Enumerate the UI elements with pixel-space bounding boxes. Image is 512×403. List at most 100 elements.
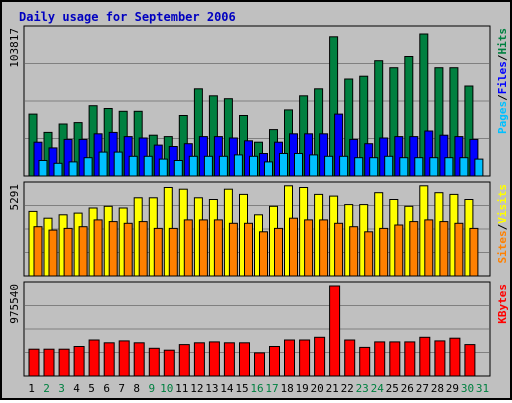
bar-pages [249, 155, 258, 177]
chart-title: Daily usage for September 2006 [19, 10, 236, 24]
bar-sites [48, 229, 58, 277]
x-tick-label: 14 [220, 382, 234, 395]
bar-pages [53, 162, 63, 177]
legend-separator: / [496, 223, 509, 230]
bar-sites [364, 231, 374, 277]
bar-pages [324, 155, 334, 177]
legend-pages: Pages [496, 101, 509, 134]
bar-files [439, 134, 449, 177]
bar-kbytes [43, 348, 55, 377]
bar-sites [319, 219, 329, 277]
bar-sites [153, 227, 163, 277]
bar-kbytes [374, 341, 386, 377]
x-tick-label: 23 [356, 382, 369, 395]
bar-files [334, 113, 344, 177]
x-tick-label: 7 [118, 382, 125, 395]
legend-hits: Hits [496, 28, 509, 55]
bar-hits [374, 60, 384, 177]
bar-files [394, 136, 404, 177]
bar-sites [213, 219, 223, 277]
bar-files [319, 133, 329, 177]
bar-kbytes [314, 336, 326, 377]
bar-sites [259, 231, 268, 277]
bar-sites [394, 224, 404, 277]
bar-sites [379, 227, 389, 277]
bar-hits [419, 33, 429, 177]
bar-hits [404, 56, 414, 177]
x-tick-label: 3 [58, 382, 65, 395]
x-tick-label: 1 [28, 382, 35, 395]
bar-sites [289, 217, 298, 277]
bar-sites [469, 227, 479, 277]
x-tick-label: 26 [401, 382, 414, 395]
bar-pages [173, 160, 183, 177]
x-tick-label: 28 [431, 382, 444, 395]
bar-kbytes [329, 285, 341, 377]
bar-pages [38, 160, 48, 177]
bar-pages [128, 155, 138, 177]
bar-kbytes [208, 341, 220, 377]
bar-pages [218, 155, 228, 177]
bar-pages [339, 155, 349, 177]
bar-pages [399, 157, 409, 177]
legend-sites: Sites [496, 230, 509, 263]
legend-separator: / [496, 94, 509, 101]
bar-sites [108, 221, 118, 277]
daily-usage-chart: Daily usage for September 2006 103817 Pag… [8, 10, 509, 395]
bar-pages [143, 155, 153, 177]
bar-kbytes [73, 346, 85, 377]
bar-sites [244, 222, 253, 277]
bar-kbytes [299, 339, 311, 377]
bar-kbytes [344, 339, 356, 377]
bar-sites [78, 226, 88, 277]
bar-files [48, 147, 58, 177]
bar-hits [208, 95, 218, 177]
bar-files [424, 130, 434, 177]
panel-kbytes: 975540 KBytes [8, 281, 509, 377]
bar-kbytes [28, 348, 40, 377]
bar-sites [198, 219, 208, 277]
bar-sites [334, 222, 344, 277]
bar-hits [344, 78, 354, 177]
bar-hits [449, 67, 459, 177]
x-tick-label: 12 [190, 382, 203, 395]
x-tick-label: 24 [371, 382, 385, 395]
max-value-label: 103817 [8, 28, 21, 68]
max-value-label: 975540 [8, 284, 21, 324]
x-tick-label: 10 [160, 382, 173, 395]
bar-pages [98, 151, 108, 177]
bar-pages [68, 161, 78, 177]
x-tick-label: 21 [326, 382, 339, 395]
bar-pages [233, 154, 243, 177]
bar-sites [138, 221, 148, 277]
x-tick-label: 4 [73, 382, 80, 395]
bar-kbytes [163, 349, 175, 377]
bar-hits [223, 98, 233, 177]
bar-pages [354, 157, 364, 177]
bar-kbytes [404, 341, 416, 377]
bar-pages [83, 157, 93, 177]
bar-hits [329, 36, 339, 177]
bar-hits [434, 67, 444, 177]
bar-sites [63, 227, 73, 277]
bar-kbytes [419, 336, 431, 377]
x-tick-label: 30 [461, 382, 474, 395]
x-tick-label: 22 [341, 382, 354, 395]
x-tick-label: 18 [280, 382, 293, 395]
bar-pages [158, 158, 168, 177]
bar-kbytes [223, 342, 235, 377]
bar-kbytes [389, 341, 401, 377]
bar-kbytes [239, 342, 250, 377]
x-tick-label: 16 [250, 382, 263, 395]
x-tick-label: 6 [103, 382, 110, 395]
bar-kbytes [133, 342, 145, 377]
x-tick-label: 20 [310, 382, 323, 395]
bar-files [469, 138, 479, 177]
bar-kbytes [449, 337, 461, 377]
x-tick-label: 25 [386, 382, 399, 395]
x-tick-label: 19 [295, 382, 308, 395]
bar-sites [349, 226, 359, 277]
x-tick-label: 31 [476, 382, 489, 395]
bar-pages [474, 158, 484, 177]
